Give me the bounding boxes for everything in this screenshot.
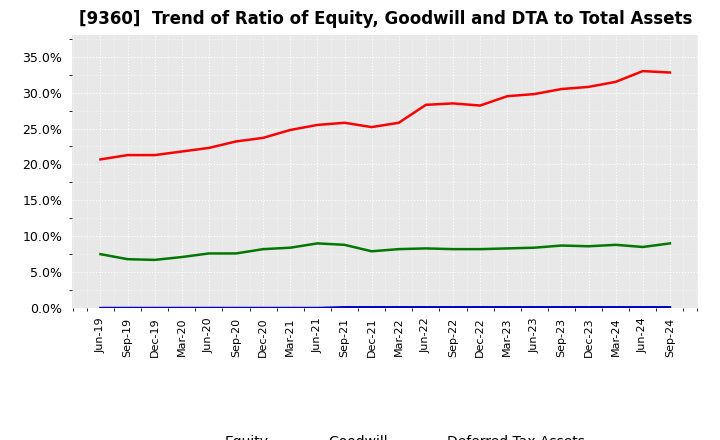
Equity xyxy=(313,122,322,128)
Deferred Tax Assets xyxy=(557,243,566,248)
Goodwill xyxy=(341,304,349,310)
Goodwill xyxy=(530,304,539,310)
Equity xyxy=(286,127,294,132)
Title: [9360]  Trend of Ratio of Equity, Goodwill and DTA to Total Assets: [9360] Trend of Ratio of Equity, Goodwil… xyxy=(78,10,692,28)
Equity xyxy=(178,149,186,154)
Deferred Tax Assets xyxy=(286,245,294,250)
Equity xyxy=(341,120,349,125)
Legend: Equity, Goodwill, Deferred Tax Assets: Equity, Goodwill, Deferred Tax Assets xyxy=(180,429,590,440)
Goodwill xyxy=(232,305,240,311)
Line: Equity: Equity xyxy=(101,71,670,159)
Goodwill xyxy=(150,305,159,311)
Goodwill xyxy=(476,304,485,310)
Goodwill xyxy=(286,305,294,311)
Equity xyxy=(150,152,159,158)
Deferred Tax Assets xyxy=(259,246,268,252)
Equity xyxy=(611,79,620,84)
Deferred Tax Assets xyxy=(665,241,674,246)
Equity xyxy=(421,102,430,107)
Deferred Tax Assets xyxy=(204,251,213,256)
Goodwill xyxy=(96,305,105,311)
Equity xyxy=(476,103,485,108)
Equity xyxy=(584,84,593,89)
Deferred Tax Assets xyxy=(96,252,105,257)
Deferred Tax Assets xyxy=(530,245,539,250)
Equity xyxy=(232,139,240,144)
Line: Deferred Tax Assets: Deferred Tax Assets xyxy=(101,243,670,260)
Equity xyxy=(395,120,403,125)
Deferred Tax Assets xyxy=(503,246,511,251)
Goodwill xyxy=(665,304,674,310)
Deferred Tax Assets xyxy=(476,246,485,252)
Equity xyxy=(367,125,376,130)
Goodwill xyxy=(367,304,376,310)
Deferred Tax Assets xyxy=(584,244,593,249)
Equity xyxy=(530,92,539,97)
Goodwill xyxy=(123,305,132,311)
Deferred Tax Assets xyxy=(639,244,647,249)
Deferred Tax Assets xyxy=(178,254,186,260)
Goodwill xyxy=(503,304,511,310)
Equity xyxy=(449,101,457,106)
Equity xyxy=(204,145,213,150)
Goodwill xyxy=(395,304,403,310)
Goodwill xyxy=(178,305,186,311)
Goodwill xyxy=(449,304,457,310)
Equity xyxy=(259,135,268,140)
Deferred Tax Assets xyxy=(421,246,430,251)
Equity xyxy=(665,70,674,75)
Equity xyxy=(639,69,647,74)
Goodwill xyxy=(639,304,647,310)
Equity xyxy=(557,86,566,92)
Goodwill xyxy=(259,305,268,311)
Deferred Tax Assets xyxy=(611,242,620,247)
Goodwill xyxy=(421,304,430,310)
Equity xyxy=(96,157,105,162)
Goodwill xyxy=(557,304,566,310)
Goodwill xyxy=(611,304,620,310)
Equity xyxy=(503,94,511,99)
Goodwill xyxy=(313,305,322,311)
Deferred Tax Assets xyxy=(341,242,349,247)
Equity xyxy=(123,152,132,158)
Deferred Tax Assets xyxy=(232,251,240,256)
Deferred Tax Assets xyxy=(367,249,376,254)
Line: Goodwill: Goodwill xyxy=(101,307,670,308)
Deferred Tax Assets xyxy=(123,257,132,262)
Deferred Tax Assets xyxy=(449,246,457,252)
Goodwill xyxy=(204,305,213,311)
Goodwill xyxy=(584,304,593,310)
Deferred Tax Assets xyxy=(313,241,322,246)
Deferred Tax Assets xyxy=(150,257,159,263)
Deferred Tax Assets xyxy=(395,246,403,252)
